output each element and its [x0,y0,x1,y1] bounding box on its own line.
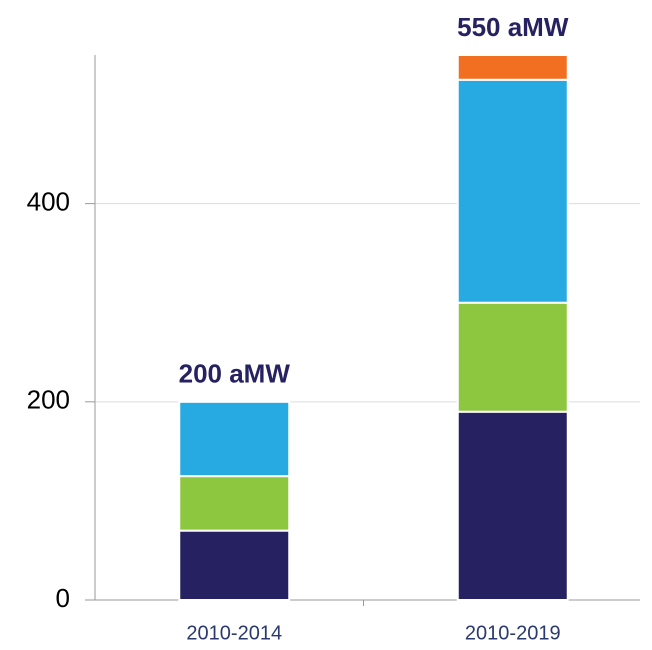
y-tick-label: 400 [27,187,70,217]
y-tick-label: 0 [56,583,70,613]
y-tick-label: 200 [27,385,70,415]
x-tick-label: 2010-2019 [465,622,561,644]
bar-segment [178,475,291,532]
bar-segment [456,78,569,304]
bar-segment [456,54,569,81]
bar-segment [178,400,291,478]
total-label: 200 aMW [179,359,291,389]
bar-segment [456,301,569,413]
bar-segment [456,410,569,601]
bar-segment [178,529,291,601]
total-label: 550 aMW [457,12,569,42]
x-tick-label: 2010-2014 [186,622,282,644]
